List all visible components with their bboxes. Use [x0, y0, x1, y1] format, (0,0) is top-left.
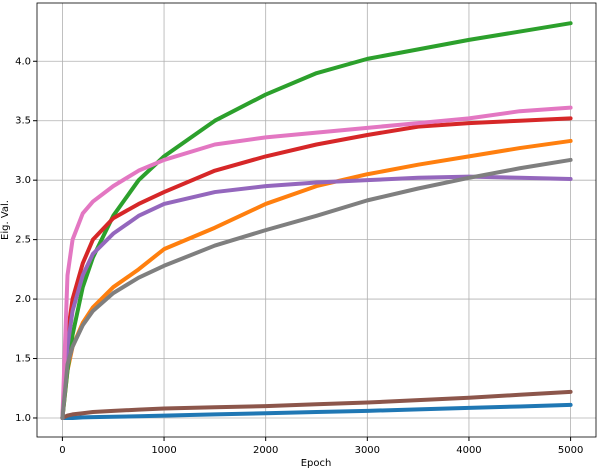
x-tick-label: 1000: [151, 445, 176, 456]
y-tick-label: 3.0: [15, 175, 31, 186]
y-tick-label: 1.5: [15, 354, 31, 365]
x-axis-label: Epoch: [301, 458, 332, 469]
x-tick-label: 5000: [558, 445, 583, 456]
data-line: [60, 116, 573, 420]
y-tick-label: 4.0: [15, 56, 31, 67]
data-line: [60, 105, 573, 420]
y-axis-label: Eig. Val.: [0, 200, 11, 240]
y-tick-label: 2.5: [15, 235, 31, 246]
y-tick-label: 3.5: [15, 116, 31, 127]
data-line: [60, 21, 573, 420]
x-tick-label: 0: [59, 445, 65, 456]
data-line: [60, 402, 573, 420]
data-line: [60, 389, 573, 420]
plot-frame: [36, 2, 597, 438]
y-tick-label: 1.0: [15, 413, 31, 424]
data-line: [60, 174, 573, 420]
data-line: [60, 157, 573, 420]
y-tick-label: 2.0: [15, 294, 31, 305]
x-tick-label: 4000: [456, 445, 481, 456]
x-tick-label: 3000: [355, 445, 380, 456]
x-tick-label: 2000: [253, 445, 278, 456]
